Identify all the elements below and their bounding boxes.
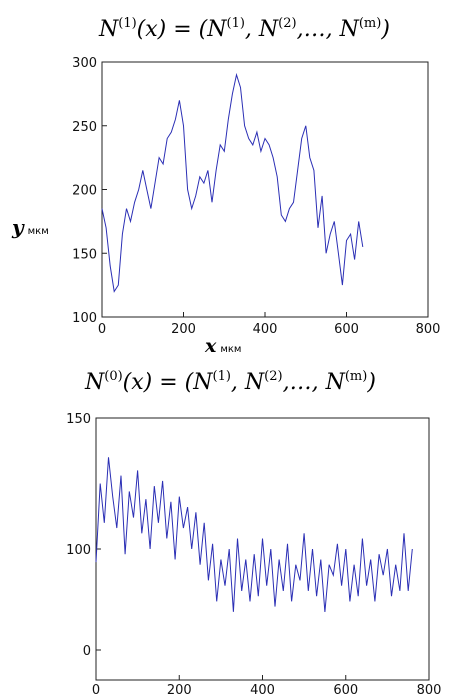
chart2-title-lhs-sup: (0) — [104, 369, 122, 384]
chart2-xtick-label: 0 — [92, 683, 100, 698]
chart1-xlabel-var: x — [204, 335, 217, 357]
chart2-title-arg: (x) = ( — [123, 370, 194, 395]
svg-text:N(1)(x) = (N(1), N(2),…, N(m)): N(1)(x) = (N(1), N(2),…, N(m)) — [98, 16, 390, 42]
chart1-title-arg: (x) = ( — [137, 17, 208, 42]
chart1-xtick-label: 200 — [171, 322, 196, 337]
chart2-title-t1: N — [192, 370, 213, 395]
chart1-title-close: ) — [380, 17, 390, 42]
chart2-title-t3-sup: (m) — [345, 369, 367, 384]
chart1-xtick-label: 600 — [334, 322, 359, 337]
chart2-title-close: ) — [366, 370, 376, 395]
chart2-xtick-label: 400 — [250, 683, 275, 698]
chart1-title-t3: N — [339, 17, 360, 42]
chart1-xlabel: x мкм — [204, 335, 241, 357]
chart2-title-t2-sup: (2) — [264, 369, 282, 384]
chart2-title-sep2: ,…, — [283, 370, 326, 395]
chart1-ytick-label: 200 — [72, 184, 97, 199]
chart1-series-line — [101, 72, 364, 293]
svg-text:N(0)(x) = (N(1), N(2),…, N(m)): N(0)(x) = (N(1), N(2),…, N(m)) — [84, 369, 376, 395]
chart1-title-t1-sup: (1) — [227, 16, 245, 31]
chart2-ytick-label: 100 — [66, 543, 91, 558]
chart1-title-sep1: , — [245, 17, 259, 42]
chart1-xlabel-unit: мкм — [220, 344, 241, 355]
chart2-plot: 0 200 400 600 800 0 100 150 — [66, 412, 441, 698]
chart1-axes-frame — [101, 61, 429, 318]
chart2-ytick-label: 0 — [83, 644, 91, 659]
chart1-title-t3-sup: (m) — [359, 16, 381, 31]
chart1-ylabel-var: y — [11, 215, 25, 239]
chart2-title: N(0)(x) = (N(1), N(2),…, N(m)) — [84, 369, 376, 395]
chart2-xtick-label: 600 — [333, 683, 358, 698]
chart2-ticks: 0 200 400 600 800 0 100 150 — [66, 412, 441, 698]
chart1-ylabel-unit: мкм — [28, 226, 49, 237]
chart1-plot: 0 200 400 600 800 100 150 200 250 300 — [72, 56, 440, 337]
chart1-xtick-label: 400 — [253, 322, 278, 337]
chart2-title-sep1: , — [231, 370, 245, 395]
chart1-ytick-label: 250 — [72, 120, 97, 135]
chart1-xtick-label: 0 — [98, 322, 106, 337]
chart2-series-line — [95, 457, 413, 612]
chart1-title-t2: N — [258, 17, 279, 42]
chart1-ytick-label: 100 — [72, 311, 97, 326]
chart2-title-lhs: N — [84, 370, 105, 395]
chart2-ytick-label: 150 — [66, 412, 91, 427]
chart2-xtick-label: 200 — [167, 683, 192, 698]
chart1-ytick-label: 150 — [72, 247, 97, 262]
chart1-ylabel: y мкм — [11, 215, 49, 239]
chart2-axes-frame — [95, 417, 430, 681]
chart1-ytick-label: 300 — [72, 56, 97, 71]
chart2-xtick-label: 800 — [417, 683, 442, 698]
chart2-title-t1-sup: (1) — [213, 369, 231, 384]
chart2-title-t2: N — [244, 370, 265, 395]
chart1-title-t2-sup: (2) — [278, 16, 296, 31]
chart1-title-t1: N — [206, 17, 227, 42]
chart1-title-lhs: N — [98, 17, 119, 42]
chart1-ticks: 0 200 400 600 800 100 150 200 250 300 — [72, 56, 440, 337]
chart1-xtick-label: 800 — [416, 322, 441, 337]
chart2-title-t3: N — [325, 370, 346, 395]
chart1-title-lhs-sup: (1) — [118, 16, 136, 31]
chart1-title-sep2: ,…, — [297, 17, 340, 42]
chart1-title: N(1)(x) = (N(1), N(2),…, N(m)) — [98, 16, 390, 42]
